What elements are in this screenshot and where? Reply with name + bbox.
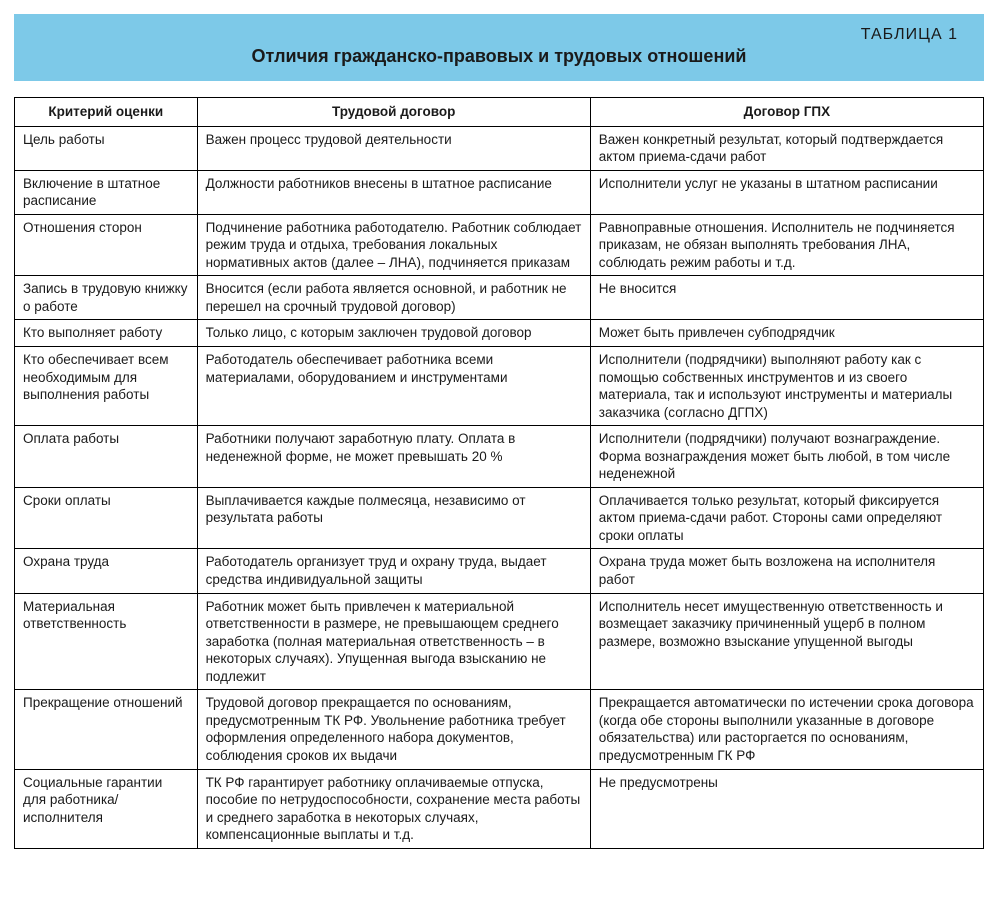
cell-criterion: Цель работы <box>15 126 198 170</box>
col-header-civil: Договор ГПХ <box>590 98 983 127</box>
cell-labor: Выплачивается каждые полмесяца, независи… <box>197 487 590 549</box>
cell-labor: Работодатель организует труд и охрану тр… <box>197 549 590 593</box>
cell-criterion: Материальная ответственность <box>15 593 198 690</box>
col-header-labor: Трудовой договор <box>197 98 590 127</box>
cell-criterion: Отношения сторон <box>15 214 198 276</box>
table-row: Материальная ответственность Работник мо… <box>15 593 984 690</box>
table-number-label: ТАБЛИЦА 1 <box>34 26 964 44</box>
table-row: Сроки оплаты Выплачивается каждые полмес… <box>15 487 984 549</box>
header-banner: ТАБЛИЦА 1 Отличия гражданско-правовых и … <box>14 14 984 81</box>
cell-criterion: Сроки оплаты <box>15 487 198 549</box>
cell-civil: Исполнители услуг не указаны в штатном р… <box>590 170 983 214</box>
cell-civil: Оплачивается только результат, который ф… <box>590 487 983 549</box>
page-title: Отличия гражданско-правовых и трудовых о… <box>34 46 964 67</box>
cell-civil: Равноправные отношения. Исполнитель не п… <box>590 214 983 276</box>
cell-criterion: Кто обеспечивает всем необходимым для вы… <box>15 347 198 426</box>
table-body: Цель работы Важен процесс трудовой деяте… <box>15 126 984 848</box>
cell-labor: Подчинение работника работодателю. Работ… <box>197 214 590 276</box>
cell-civil: Может быть привлечен субподрядчик <box>590 320 983 347</box>
table-row: Кто выполняет работу Только лицо, с кото… <box>15 320 984 347</box>
cell-civil: Прекращается автоматически по истечении … <box>590 690 983 769</box>
cell-labor: ТК РФ гарантирует работнику оплачиваемые… <box>197 769 590 848</box>
cell-labor: Должности работников внесены в штатное р… <box>197 170 590 214</box>
cell-civil: Охрана труда может быть возложена на исп… <box>590 549 983 593</box>
table-row: Запись в трудовую книжку о работе Вносит… <box>15 276 984 320</box>
cell-criterion: Охрана труда <box>15 549 198 593</box>
table-row: Кто обеспечивает всем необходимым для вы… <box>15 347 984 426</box>
cell-criterion: Включение в штатное расписание <box>15 170 198 214</box>
table-row: Отношения сторон Подчинение работника ра… <box>15 214 984 276</box>
table-row: Включение в штатное расписание Должности… <box>15 170 984 214</box>
table-row: Цель работы Важен процесс трудовой деяте… <box>15 126 984 170</box>
cell-labor: Работодатель обеспечивает работника всем… <box>197 347 590 426</box>
cell-civil: Исполнитель несет имущественную ответств… <box>590 593 983 690</box>
cell-labor: Трудовой договор прекращается по основан… <box>197 690 590 769</box>
table-header-row: Критерий оценки Трудовой договор Договор… <box>15 98 984 127</box>
cell-civil: Не предусмотрены <box>590 769 983 848</box>
cell-criterion: Оплата работы <box>15 426 198 488</box>
cell-civil: Исполнители (подрядчики) получают вознаг… <box>590 426 983 488</box>
table-row: Оплата работы Работники получают заработ… <box>15 426 984 488</box>
cell-labor: Важен процесс трудовой деятельности <box>197 126 590 170</box>
cell-labor: Вносится (если работа является основной,… <box>197 276 590 320</box>
col-header-criterion: Критерий оценки <box>15 98 198 127</box>
cell-civil: Важен конкретный результат, который подт… <box>590 126 983 170</box>
cell-criterion: Прекращение отношений <box>15 690 198 769</box>
cell-civil: Исполнители (подрядчики) выполняют работ… <box>590 347 983 426</box>
cell-labor: Работник может быть привлечен к материал… <box>197 593 590 690</box>
cell-criterion: Социальные гарантии для работника/ испол… <box>15 769 198 848</box>
cell-civil: Не вносится <box>590 276 983 320</box>
table-row: Социальные гарантии для работника/ испол… <box>15 769 984 848</box>
cell-labor: Только лицо, с которым заключен трудовой… <box>197 320 590 347</box>
cell-labor: Работники получают заработную плату. Опл… <box>197 426 590 488</box>
table-row: Охрана труда Работодатель организует тру… <box>15 549 984 593</box>
cell-criterion: Кто выполняет работу <box>15 320 198 347</box>
cell-criterion: Запись в трудовую книжку о работе <box>15 276 198 320</box>
table-row: Прекращение отношений Трудовой договор п… <box>15 690 984 769</box>
comparison-table: Критерий оценки Трудовой договор Договор… <box>14 97 984 849</box>
